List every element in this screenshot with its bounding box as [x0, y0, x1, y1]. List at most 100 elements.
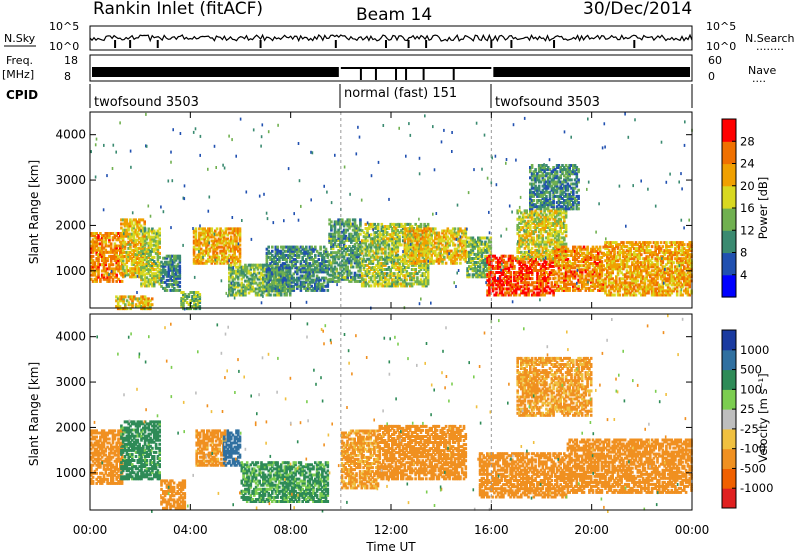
- power-cell-6: [221, 257, 224, 261]
- power-cell-10: [394, 263, 398, 267]
- power-cell-2: [152, 247, 156, 251]
- power-cell-6: [228, 231, 231, 235]
- power-cell-6: [229, 249, 233, 253]
- power-cell-13: [507, 256, 511, 260]
- power-cell-10: [368, 259, 371, 263]
- power-cell-7: [253, 271, 256, 275]
- power-cell-10: [423, 225, 426, 228]
- power-cell-10: [385, 284, 389, 288]
- power-cell-13: [514, 273, 518, 277]
- power-cell-6: [237, 257, 240, 261]
- power-cell-6: [192, 253, 196, 257]
- power-cell-12: [482, 248, 485, 252]
- power-cell-13: [498, 266, 502, 270]
- power-cell-13: [488, 293, 491, 297]
- power-cell-13: [493, 293, 496, 297]
- power-cell-4: [160, 276, 163, 280]
- power-cell-8: [294, 270, 297, 274]
- power-cell-2: [154, 262, 158, 265]
- power-cell-12: [471, 236, 475, 240]
- power-cell-10: [396, 274, 400, 278]
- power-cell-11: [430, 247, 433, 251]
- power-cell-10: [409, 276, 412, 280]
- power-cell-2: [147, 227, 151, 231]
- power-cell-5: [193, 303, 196, 307]
- power-cell-6: [229, 227, 233, 231]
- power-cell-9: [333, 265, 337, 269]
- power-cell-4: [165, 262, 169, 266]
- power-cell-7: [233, 277, 236, 281]
- power-cell-10: [385, 233, 389, 237]
- power-cell-13: [513, 275, 516, 279]
- power-cell-11: [405, 249, 408, 253]
- power-cell-4: [171, 282, 174, 286]
- power-cell-11: [459, 253, 462, 257]
- power-cell-6: [224, 239, 228, 243]
- power-cell-13: [527, 266, 530, 270]
- power-cell-8: [296, 272, 299, 276]
- power-cell-8: [297, 255, 301, 259]
- power-cell-2: [152, 249, 156, 253]
- power-cell-11: [430, 249, 433, 253]
- power-cell-10: [378, 245, 382, 249]
- power-cell-4: [173, 282, 176, 286]
- power-cell-0: [97, 265, 100, 269]
- power-cell-13: [532, 269, 536, 272]
- power-cell-8: [321, 262, 324, 266]
- power-cell-5: [182, 307, 185, 311]
- power-cell-7: [267, 293, 270, 297]
- power-cell-6: [208, 227, 212, 231]
- power-cell-0: [117, 263, 120, 267]
- power-cell-8: [294, 245, 297, 249]
- power-cell-1: [127, 255, 130, 258]
- power-cell-13: [497, 281, 500, 285]
- power-cell-6: [214, 243, 217, 247]
- power-cell-0: [113, 271, 117, 275]
- power-cell-6: [226, 257, 229, 261]
- freq-trace: [92, 67, 690, 80]
- power-cell-8: [297, 266, 301, 270]
- power-cell-1: [121, 257, 125, 260]
- power-cell-6: [198, 247, 201, 251]
- power-cell-3: [142, 307, 145, 311]
- power-cell-10: [403, 261, 407, 265]
- power-cell-8: [322, 288, 326, 292]
- power-cell-10: [417, 266, 421, 269]
- power-cell-9: [350, 253, 353, 257]
- power-cell-10: [364, 222, 368, 226]
- power-cell-10: [387, 227, 391, 230]
- power-cell-5: [194, 297, 198, 300]
- power-cell-11: [460, 251, 464, 255]
- power-cell-11: [410, 245, 414, 249]
- power-cell-8: [272, 268, 276, 272]
- power-cell-5: [193, 297, 196, 300]
- power-cell-10: [385, 268, 389, 271]
- power-cell-10: [410, 278, 414, 282]
- power-cell-13: [495, 271, 498, 274]
- power-cell-8: [271, 245, 274, 249]
- power-cell-9: [353, 247, 357, 251]
- power-cell-10: [364, 245, 368, 249]
- power-cell-9: [330, 263, 333, 267]
- power-cell-8: [288, 288, 292, 292]
- power-cell-8: [308, 247, 312, 251]
- power-cell-13: [518, 277, 521, 281]
- power-cell-13: [505, 287, 509, 291]
- power-cell-13: [518, 258, 521, 262]
- power-cell-2: [152, 264, 156, 268]
- power-cell-11: [419, 233, 423, 237]
- power-cell-13: [495, 293, 498, 297]
- power-cell-6: [237, 245, 240, 249]
- power-cell-10: [371, 253, 375, 257]
- power-cell-6: [198, 251, 201, 255]
- power-cell-9: [335, 245, 339, 248]
- power-cell-8: [265, 282, 269, 286]
- power-cell-12: [471, 259, 475, 262]
- power-cell-10: [375, 243, 378, 247]
- power-cell-10: [389, 257, 392, 261]
- power-cell-0: [93, 244, 97, 248]
- power-cell-8: [314, 286, 317, 290]
- power-cell-0: [102, 240, 106, 244]
- power-cell-7: [240, 281, 244, 285]
- power-cell-11: [435, 231, 439, 235]
